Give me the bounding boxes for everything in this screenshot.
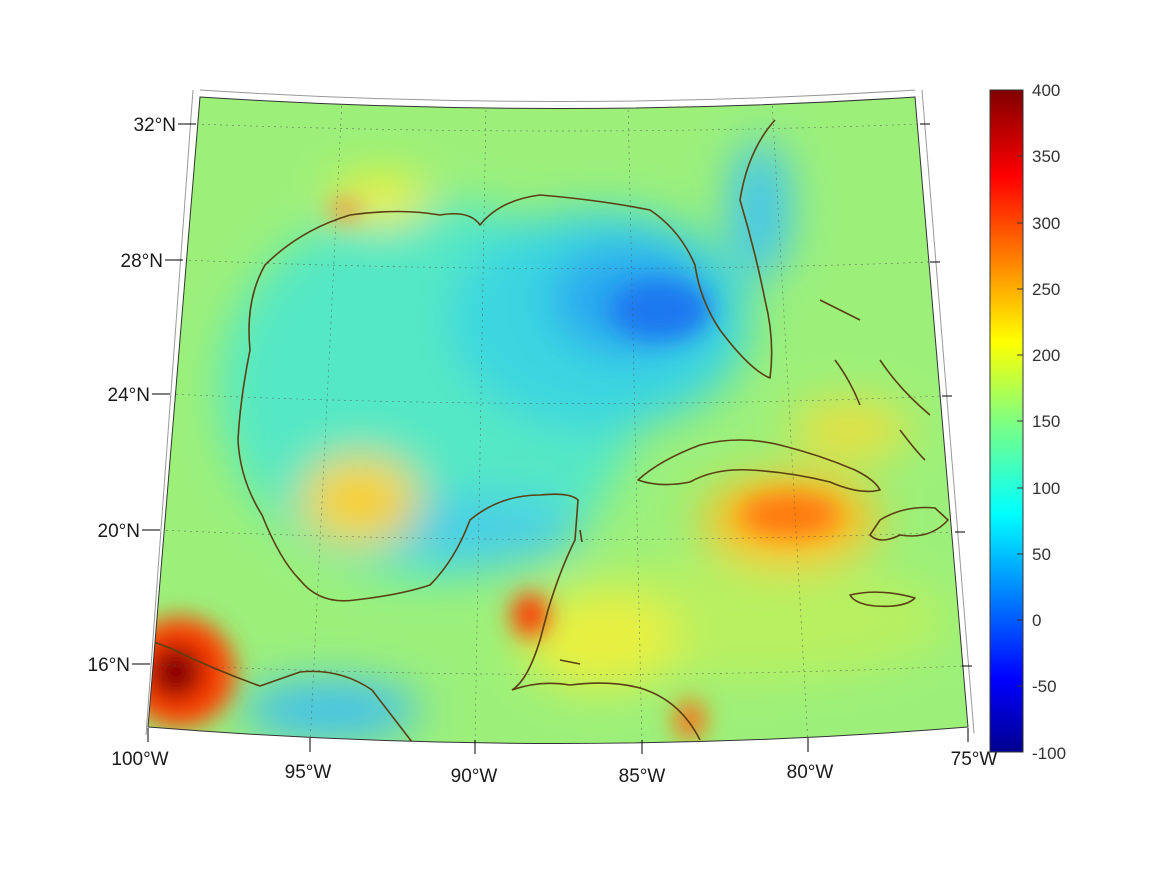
colorbar-label-250: 250	[1032, 280, 1060, 299]
lat-label-32: 32°N	[134, 115, 176, 136]
coastlines	[148, 119, 949, 743]
bahamas	[819, 299, 931, 461]
gulf-coast	[148, 639, 413, 743]
lon-label-75w: 75°W	[951, 749, 998, 770]
lon-label-85w: 85°W	[619, 766, 666, 787]
lat-label-16: 16°N	[88, 655, 130, 676]
lat-tick-marks	[132, 123, 972, 667]
lat-label-24: 24°N	[108, 385, 150, 406]
parallel-20	[159, 529, 956, 540]
us-gulf-coast	[349, 119, 776, 379]
cozumel	[579, 529, 583, 543]
colorbar-ticks	[1017, 155, 1023, 687]
colorbar: 400 350 300 250 200 150 100 50 0 -50 -10…	[989, 81, 1066, 763]
meridian-90	[474, 103, 487, 744]
colorbar-label-300: 300	[1032, 214, 1060, 233]
graticule	[149, 99, 963, 744]
lon-label-80w: 80°W	[787, 762, 834, 783]
colorbar-label-150: 150	[1032, 412, 1060, 431]
lon-tick-marks	[147, 728, 969, 754]
honduras-bay-islands	[559, 659, 581, 665]
jamaica	[849, 591, 916, 608]
lon-label-100w: 100°W	[111, 749, 168, 770]
lat-label-20: 20°N	[98, 521, 140, 542]
colorbar-label-350: 350	[1032, 147, 1060, 166]
mexico-gulf-coast	[237, 214, 579, 691]
lon-labels: 100°W 95°W 90°W 85°W 80°W 75°W	[111, 749, 997, 787]
hispaniola	[869, 506, 949, 541]
cuba	[637, 439, 881, 493]
colorbar-label-neg100: -100	[1032, 744, 1066, 763]
colorbar-label-200: 200	[1032, 346, 1060, 365]
colorbar-label-100: 100	[1032, 479, 1060, 498]
colorbar-label-0: 0	[1032, 611, 1041, 630]
lon-label-90w: 90°W	[451, 766, 498, 787]
colorbar-label-400: 400	[1032, 81, 1060, 100]
colorbar-label-50: 50	[1032, 545, 1051, 564]
map-frame	[145, 89, 975, 744]
data-field	[148, 97, 968, 744]
lat-labels: 32°N 28°N 24°N 20°N 16°N	[88, 115, 176, 676]
lon-label-95w: 95°W	[285, 762, 332, 783]
parallel-32	[195, 123, 921, 132]
colorbar-label-neg50: -50	[1032, 677, 1057, 696]
parallel-16	[149, 663, 963, 675]
lat-label-28: 28°N	[121, 251, 163, 272]
meridian-85	[627, 103, 643, 744]
central-america-coast	[511, 682, 701, 741]
